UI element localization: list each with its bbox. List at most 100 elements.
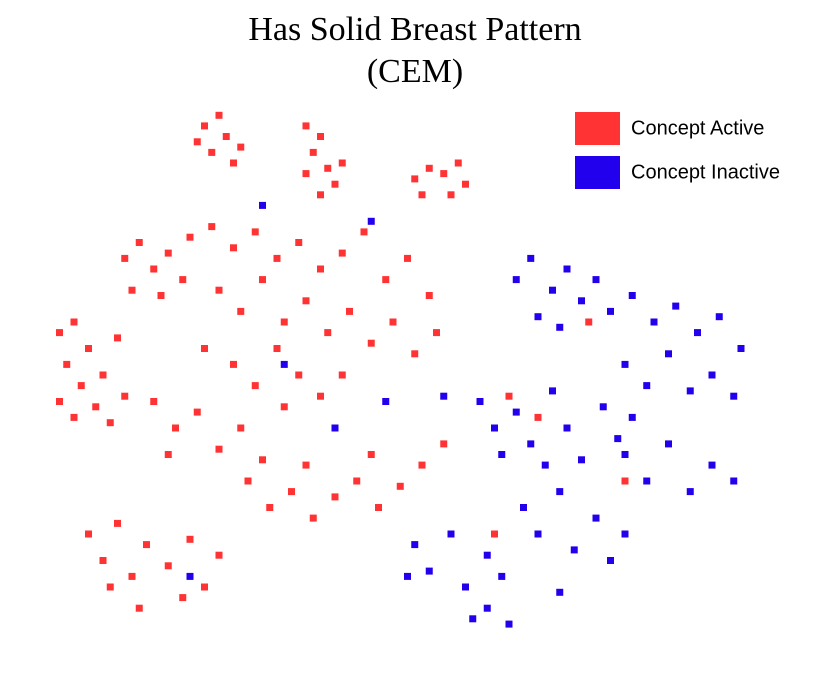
point	[708, 461, 716, 469]
point	[56, 398, 63, 405]
point	[425, 292, 433, 299]
point	[527, 440, 535, 448]
point	[164, 451, 172, 458]
point	[251, 228, 259, 236]
point	[106, 419, 114, 427]
point	[193, 408, 201, 416]
point	[179, 594, 187, 602]
point	[686, 488, 694, 496]
point	[251, 382, 259, 390]
point	[440, 392, 448, 400]
point	[607, 307, 614, 315]
point	[186, 572, 194, 580]
point	[324, 329, 332, 337]
point	[534, 530, 542, 538]
legend-label: Concept Active	[631, 117, 764, 139]
point	[628, 292, 636, 299]
point	[309, 148, 317, 156]
point	[367, 217, 375, 225]
point	[121, 254, 129, 262]
point	[498, 451, 506, 458]
legend: Concept Active Concept Inactive	[575, 112, 780, 189]
point	[534, 413, 542, 421]
point	[317, 392, 324, 400]
point	[150, 265, 158, 273]
point	[280, 318, 288, 326]
point	[164, 562, 172, 570]
point	[425, 164, 433, 172]
point	[237, 424, 245, 432]
point	[570, 546, 578, 554]
point	[114, 334, 121, 342]
point	[295, 239, 303, 246]
point	[672, 302, 680, 310]
point	[563, 265, 571, 273]
point	[643, 382, 651, 390]
point	[317, 265, 324, 273]
point	[650, 318, 658, 326]
point	[201, 122, 208, 130]
point	[592, 276, 600, 284]
point	[92, 403, 100, 411]
point	[215, 111, 223, 119]
point	[454, 159, 462, 167]
point	[259, 201, 266, 209]
point	[512, 276, 520, 284]
point	[491, 424, 498, 432]
point	[317, 133, 324, 140]
point	[56, 329, 63, 337]
point	[418, 191, 426, 199]
point	[549, 286, 556, 294]
point	[433, 329, 440, 337]
point	[338, 159, 346, 167]
point	[317, 191, 324, 199]
point	[389, 318, 397, 326]
point	[201, 583, 208, 591]
point	[578, 297, 585, 305]
point	[135, 604, 143, 612]
point	[607, 557, 614, 564]
legend-swatch	[575, 112, 620, 145]
legend-label: Concept Inactive	[631, 161, 780, 183]
chart-subtitle: (CEM)	[367, 53, 463, 90]
point	[331, 493, 339, 501]
point	[215, 551, 223, 559]
point	[556, 323, 564, 331]
point	[208, 223, 216, 231]
point	[121, 392, 129, 400]
point	[324, 164, 332, 172]
point	[411, 350, 419, 358]
point	[106, 583, 114, 591]
point	[730, 392, 738, 400]
point	[425, 567, 433, 575]
point	[665, 350, 672, 358]
point	[498, 572, 506, 580]
point	[505, 620, 513, 628]
point	[462, 583, 469, 591]
point	[77, 382, 85, 390]
point	[643, 477, 651, 485]
point	[483, 604, 491, 612]
point	[288, 488, 295, 496]
point	[367, 451, 375, 458]
point	[418, 461, 426, 469]
point	[302, 461, 310, 469]
point	[360, 228, 368, 236]
point	[259, 456, 266, 464]
point	[614, 435, 622, 443]
point	[578, 456, 585, 464]
point	[230, 360, 237, 368]
point	[541, 461, 549, 469]
point	[404, 572, 411, 580]
point	[63, 360, 71, 368]
point	[114, 519, 121, 527]
point	[599, 403, 607, 411]
point	[621, 530, 629, 538]
point	[331, 180, 339, 188]
point	[592, 514, 600, 522]
point	[99, 557, 107, 564]
point	[193, 138, 201, 146]
point	[179, 276, 187, 284]
point	[527, 254, 535, 262]
